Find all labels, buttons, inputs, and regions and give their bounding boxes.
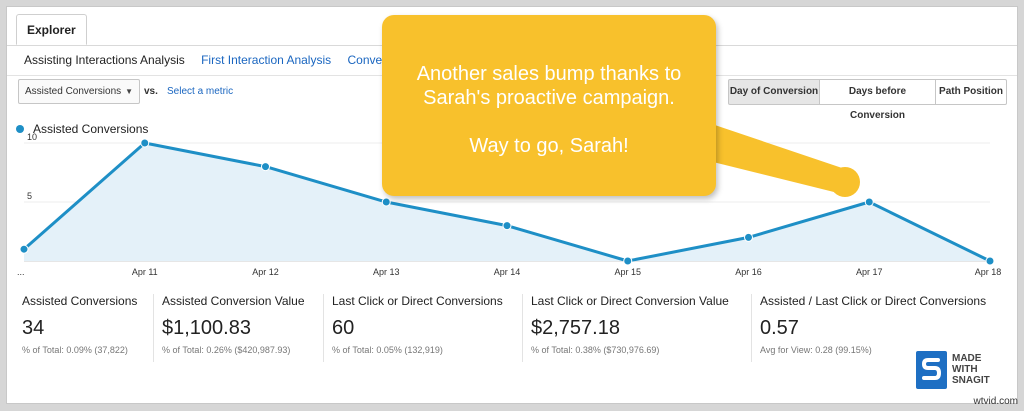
stat-value: $2,757.18 [531, 317, 620, 339]
badge-line: SNAGIT [952, 375, 990, 386]
days-before-conversion-button[interactable]: Days before Conversion [819, 79, 936, 121]
stat-value: 0.57 [760, 317, 799, 339]
stat-subtext: % of Total: 0.09% (37,822) [22, 345, 128, 355]
subnav-first-interaction[interactable]: First Interaction Analysis [201, 53, 332, 67]
chart-legend: Assisted Conversions [16, 122, 148, 136]
callout-line-3: Way to go, Sarah! [469, 135, 629, 157]
select-metric-link[interactable]: Select a metric [167, 86, 234, 97]
data-point[interactable] [381, 197, 391, 207]
stat-title: Assisted Conversions [22, 294, 138, 308]
snagit-text: MADE WITH SNAGIT [952, 353, 990, 386]
stat-title: Last Click or Direct Conversions [332, 294, 503, 308]
x-tick-label: Apr 15 [614, 267, 641, 277]
annotation-callout: Another sales bump thanks to Sarah's pro… [382, 15, 716, 196]
stat-subtext: % of Total: 0.05% (132,919) [332, 345, 443, 355]
data-point[interactable] [623, 256, 633, 266]
stat-subtext: Avg for View: 0.28 (99.15%) [760, 345, 872, 355]
day-of-conversion-button[interactable]: Day of Conversion [728, 79, 820, 105]
tab-explorer[interactable]: Explorer [16, 14, 87, 45]
data-point[interactable] [864, 197, 874, 207]
divider [153, 294, 154, 362]
stat-value: 60 [332, 317, 355, 339]
subnav-assisting-interactions[interactable]: Assisting Interactions Analysis [24, 53, 185, 67]
badge-line: WITH [952, 364, 978, 375]
metric-dropdown[interactable]: Assisted Conversions ▼ [18, 79, 140, 104]
stat-title: Assisted / Last Click or Direct Conversi… [760, 294, 987, 308]
data-point[interactable] [19, 244, 29, 254]
x-tick-label: Apr 16 [735, 267, 762, 277]
x-tick-label: Apr 14 [494, 267, 521, 277]
sub-navigation: Assisting Interactions Analysis First In… [24, 53, 415, 67]
x-tick-label: Apr 17 [856, 267, 883, 277]
stat-subtext: % of Total: 0.38% ($730,976.69) [531, 345, 660, 355]
x-tick-label: Apr 18 [975, 267, 1002, 277]
y-tick-label: 10 [27, 132, 37, 142]
x-tick-label: ... [17, 267, 25, 277]
stat-last-click-conversion-value: Last Click or Direct Conversion Value $2… [531, 294, 729, 362]
data-point[interactable] [985, 256, 995, 266]
watermark: wtvid.com [973, 396, 1018, 407]
legend-dot-icon [16, 125, 24, 133]
snagit-badge: MADE WITH SNAGIT [916, 351, 990, 393]
divider [323, 294, 324, 362]
callout-line-2: Sarah's proactive campaign. [423, 87, 675, 109]
stat-assisted-conversions: Assisted Conversions 34 % of Total: 0.09… [22, 294, 137, 362]
summary-scorecards: Assisted Conversions 34 % of Total: 0.09… [7, 294, 1017, 362]
path-position-button[interactable]: Path Position [935, 79, 1007, 105]
stat-subtext: % of Total: 0.26% ($420,987.93) [162, 345, 291, 355]
stat-title: Assisted Conversion Value [162, 294, 305, 308]
line-chart: ... Apr 11 Apr 12 Apr 13 Apr 14 Apr 15 Apr 16 A… [17, 132, 1002, 277]
stat-value: $1,100.83 [162, 317, 251, 339]
y-tick-label: 5 [27, 191, 32, 201]
legend-label: Assisted Conversions [33, 122, 149, 136]
callout-line-1: Another sales bump thanks to [416, 63, 682, 85]
x-tick-label: Apr 13 [373, 267, 400, 277]
divider [751, 294, 752, 362]
data-point[interactable] [261, 162, 270, 172]
stat-value: 34 [22, 317, 45, 339]
chart-area [24, 143, 990, 261]
caret-down-icon: ▼ [125, 87, 133, 96]
badge-line: MADE [952, 353, 982, 364]
vs-label: vs. [144, 86, 158, 97]
x-tick-label: Apr 12 [252, 267, 279, 277]
stat-title: Last Click or Direct Conversion Value [531, 294, 729, 308]
x-tick-label: Apr 11 [132, 267, 158, 277]
data-point[interactable] [744, 232, 753, 242]
data-point[interactable] [502, 221, 512, 231]
stat-assisted-ratio: Assisted / Last Click or Direct Conversi… [760, 294, 986, 362]
metric-dropdown-value: Assisted Conversions [25, 86, 122, 97]
stat-assisted-conversion-value: Assisted Conversion Value $1,100.83 % of… [162, 294, 305, 362]
divider [522, 294, 523, 362]
data-point[interactable] [140, 138, 150, 148]
snagit-logo-icon [916, 351, 947, 389]
stat-last-click-conversions: Last Click or Direct Conversions 60 % of… [332, 294, 503, 362]
